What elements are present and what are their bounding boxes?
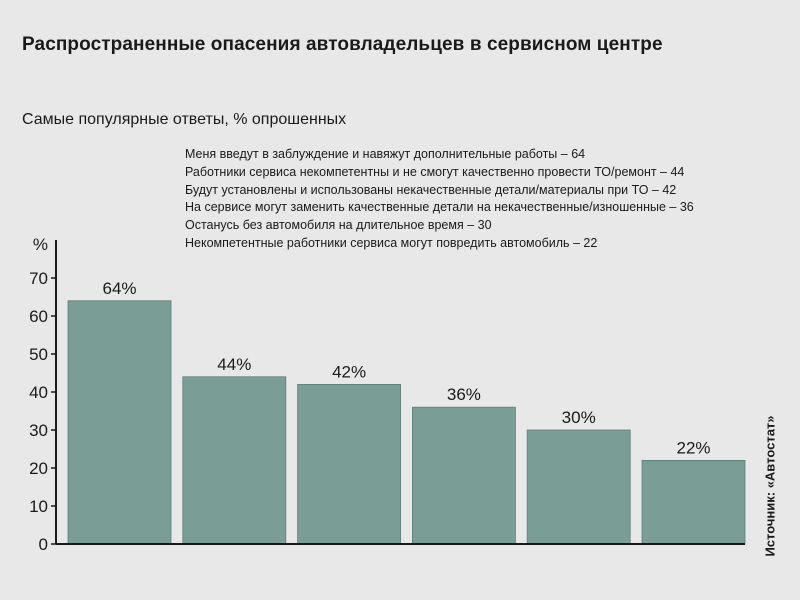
chart-subtitle: Самые популярные ответы, % опрошенных (22, 111, 347, 128)
bar-value-label: 30% (562, 408, 596, 427)
bar (67, 300, 172, 545)
source-note: Источник: «Автостат» (762, 415, 778, 557)
bar (297, 383, 402, 545)
chart-title: Распространенные опасения автовладельцев… (22, 34, 663, 55)
bar (182, 376, 287, 545)
y-tick-label: 50 (29, 345, 48, 364)
y-tick-label: 0 (39, 535, 48, 554)
legend: Меня введут в заблуждение и навяжут допо… (185, 146, 694, 253)
y-tick-label: 70 (29, 269, 48, 288)
y-tick-label: 30 (29, 421, 48, 440)
bar (641, 459, 746, 545)
y-axis-unit-label: % (33, 235, 48, 254)
bar-value-label: 42% (332, 362, 366, 381)
legend-item: Работники сервиса некомпетентны и не смо… (185, 164, 685, 179)
data-labels-group: 64% 44% 42% 36% 30% 22% (102, 279, 710, 458)
legend-item: Останусь без автомобиля на длительное вр… (185, 218, 492, 233)
y-tick-label: 10 (29, 497, 48, 516)
y-tick-label: 60 (29, 307, 48, 326)
bar-value-label: 44% (217, 355, 251, 374)
y-axis: 0 10 20 30 40 50 60 70 (29, 269, 56, 554)
y-tick-label: 20 (29, 459, 48, 478)
bar-value-label: 36% (447, 385, 481, 404)
bar (411, 406, 516, 545)
legend-item: Некомпетентные работники сервиса могут п… (185, 235, 598, 250)
y-tick-label: 40 (29, 383, 48, 402)
bars-group (67, 300, 746, 545)
legend-item: Будут установлены и использованы некачес… (185, 182, 677, 197)
bar (526, 429, 631, 545)
legend-item: На сервисе могут заменить качественные д… (185, 200, 694, 215)
bar-value-label: 22% (676, 438, 710, 457)
bar-value-label: 64% (102, 279, 136, 298)
legend-item: Меня введут в заблуждение и навяжут допо… (185, 147, 586, 161)
